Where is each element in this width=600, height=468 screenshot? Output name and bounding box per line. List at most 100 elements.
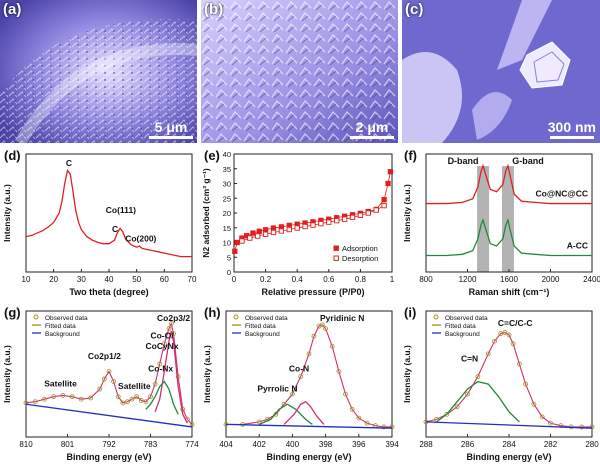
x-tick-label: 402 xyxy=(253,440,267,449)
x-tick-label: 1200 xyxy=(459,275,477,284)
legend-marker xyxy=(233,314,239,320)
x-tick-label: 0.8 xyxy=(355,275,367,284)
x-tick-label: 40 xyxy=(105,275,114,284)
series-xrd-line xyxy=(25,169,192,258)
panel-label: (b) xyxy=(204,1,224,18)
data-point xyxy=(385,180,391,187)
x-tick-label: 10 xyxy=(22,275,31,284)
panel-label: (h) xyxy=(204,305,221,320)
data-point xyxy=(341,216,348,222)
legend-label: Adsorption xyxy=(342,244,378,253)
x-tick-label: 1600 xyxy=(500,275,518,284)
series-name-label: Co@NC@CC xyxy=(536,188,588,198)
data-point xyxy=(318,220,324,227)
peak-annotation: C xyxy=(66,158,72,168)
data-point xyxy=(319,322,325,328)
data-point xyxy=(302,223,308,230)
sem-texture-b xyxy=(201,0,398,143)
data-point xyxy=(492,338,497,344)
raman-band-label: D-band xyxy=(448,156,479,166)
series-co-nx-component-line xyxy=(145,380,179,415)
data-point xyxy=(256,228,262,234)
legend-label: Background xyxy=(445,331,480,338)
data-point xyxy=(88,395,93,401)
data-point xyxy=(78,396,84,402)
x-tick-label: 30 xyxy=(77,275,86,284)
series-name-label: A-CC xyxy=(567,240,588,250)
data-point xyxy=(157,361,163,367)
data-point xyxy=(454,404,460,410)
data-point xyxy=(326,219,332,225)
panel-label: (d) xyxy=(4,148,21,163)
scale-bar: 5 μm xyxy=(149,119,193,139)
x-axis-label: Binding energy (eV) xyxy=(266,452,351,462)
data-point xyxy=(101,376,107,382)
x-tick-label: 792 xyxy=(102,440,116,449)
y-tick-label: 10 xyxy=(223,239,231,248)
y-tick-label: 0 xyxy=(227,268,231,277)
x-tick-label: 404 xyxy=(219,440,233,449)
peak-annotation: CoCyNx xyxy=(145,341,178,351)
data-point xyxy=(579,424,585,430)
data-point xyxy=(334,218,340,224)
data-point xyxy=(485,351,491,357)
data-point xyxy=(239,238,245,244)
x-tick-label: 0.4 xyxy=(292,275,304,284)
scale-bar-label: 5 μm xyxy=(154,119,188,135)
data-point xyxy=(343,391,348,397)
data-point xyxy=(60,393,66,398)
y-axis-label: Intensity (a.u.) xyxy=(2,345,12,403)
series-fitted-data-line xyxy=(425,331,592,428)
data-point xyxy=(444,411,450,417)
legend-label: Fitted data xyxy=(245,323,276,330)
data-point xyxy=(502,330,508,335)
x-tick-label: 70 xyxy=(188,275,197,284)
data-point xyxy=(148,394,153,400)
series-c-n-component-line xyxy=(435,380,520,423)
data-point xyxy=(298,374,304,379)
data-point xyxy=(115,394,121,400)
data-point xyxy=(234,239,240,246)
x-axis-label: Two theta (degree) xyxy=(69,287,148,297)
x-tick-label: 286 xyxy=(461,440,475,449)
x-tick-label: 400 xyxy=(286,440,300,449)
y-axis-label: Intensity (a.u.) xyxy=(2,184,12,242)
y-tick-label: 25 xyxy=(223,194,231,203)
x-tick-label: 60 xyxy=(160,275,169,284)
legend-label: Desorption xyxy=(342,254,378,263)
chart-e: 0 0.2 0.4 0.6 0.8 1 0 5 10 15 20 25 30 35 40 Relative p… xyxy=(200,148,400,298)
legend-marker xyxy=(333,245,339,251)
data-point xyxy=(286,226,292,233)
data-point xyxy=(294,225,300,231)
x-tick-label: 398 xyxy=(319,440,333,449)
data-point xyxy=(125,399,130,405)
chart-h: 404 402 400 398 396 394 Binding energy (eV) Int… xyxy=(200,305,400,463)
y-tick-label: 35 xyxy=(223,165,231,174)
data-point xyxy=(311,333,317,339)
panel-label: (i) xyxy=(404,305,416,320)
peak-annotation: Co(200) xyxy=(125,233,156,243)
y-tick-label: 15 xyxy=(223,224,231,233)
series-background-line xyxy=(225,423,393,429)
plot-frame xyxy=(225,310,393,438)
chart-i: 288 286 284 282 280 Binding energy (eV) Intens… xyxy=(400,305,600,463)
x-tick-label: 0.2 xyxy=(260,275,272,284)
x-tick-label: 50 xyxy=(132,275,141,284)
data-point xyxy=(498,331,504,337)
data-point xyxy=(42,396,47,402)
x-tick-label: 280 xyxy=(585,440,599,449)
data-point xyxy=(262,227,269,233)
peak-annotation: Co(111) xyxy=(106,205,136,215)
data-point xyxy=(262,231,269,237)
peak-annotation: C=N xyxy=(461,353,478,363)
data-point xyxy=(120,400,126,406)
panel-label: (a) xyxy=(3,1,22,18)
legend-label: Fitted data xyxy=(445,323,476,330)
data-point xyxy=(510,341,516,347)
chart-g: 810 801 792 783 774 Binding energy (eV) Intens… xyxy=(0,305,200,463)
y-axis-label: Intensity (a.u.) xyxy=(402,345,412,403)
series-co2p3-2-component-line xyxy=(154,331,188,424)
data-point xyxy=(357,212,364,219)
data-point xyxy=(255,233,261,239)
data-point xyxy=(381,424,387,430)
